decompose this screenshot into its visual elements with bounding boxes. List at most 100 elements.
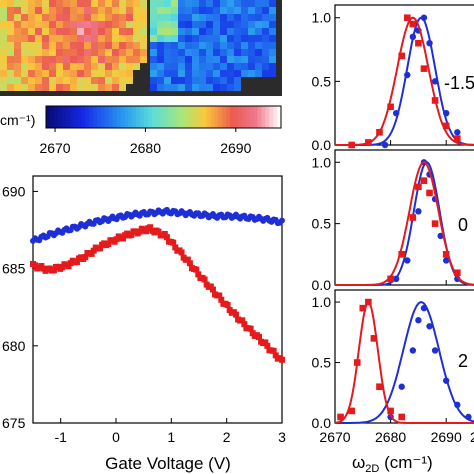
map-cell [213, 0, 220, 7]
colorbar-segment [112, 106, 118, 128]
map-cell [49, 7, 56, 14]
map-cell [42, 84, 49, 91]
map-cell [21, 28, 28, 35]
map-cell [42, 63, 49, 70]
red-data-point [65, 263, 72, 270]
map-cell [126, 70, 133, 77]
red-spectrum-point [454, 269, 461, 277]
colorbar-segment [237, 106, 243, 128]
map-cell [77, 28, 84, 35]
map-cell [28, 21, 35, 28]
map-cell [63, 56, 70, 63]
map-cell [7, 35, 14, 42]
map-cell [234, 0, 241, 7]
map-cell [0, 35, 7, 42]
map-cell [28, 49, 35, 56]
colorbar-segment [128, 106, 133, 128]
map-cell [199, 21, 206, 28]
map-cell [241, 0, 248, 7]
red-data-point [105, 240, 112, 247]
red-spectrum-point [420, 65, 428, 72]
blue-spectrum-point [443, 257, 450, 264]
map-cell [56, 21, 63, 28]
map-cell [206, 21, 213, 28]
map-cell [199, 84, 206, 91]
map-cell [164, 35, 171, 42]
map-cell [7, 63, 14, 70]
map-cell [248, 0, 255, 7]
map-cell [77, 49, 84, 56]
map-cell [199, 42, 206, 49]
main-plot-frame [32, 175, 283, 424]
map-cell [98, 28, 105, 35]
map-cell [0, 14, 7, 21]
map-cell [98, 42, 105, 49]
red-spectrum-point [370, 335, 378, 342]
map-cell [199, 0, 206, 7]
red-data-point [195, 271, 202, 278]
map-cell [7, 49, 14, 56]
map-cell [14, 84, 21, 91]
map-cell [63, 42, 70, 49]
map-cell [227, 35, 234, 42]
map-cell [70, 56, 77, 63]
map-cell [220, 0, 227, 7]
blue-spectrum-point [465, 413, 472, 421]
red-data-point [50, 267, 57, 274]
colorbar-segment [120, 106, 125, 128]
colorbar-segment [151, 106, 157, 128]
map-cell [185, 28, 192, 35]
map-cell [248, 63, 255, 70]
side-panel-label: 2 [458, 351, 468, 371]
map-cell [178, 35, 185, 42]
red-data-point [247, 325, 254, 332]
map-cell [199, 70, 206, 77]
map-cell [77, 7, 84, 14]
map-cell [164, 49, 171, 56]
map-cell [213, 7, 220, 14]
map-cell [234, 14, 241, 21]
map-cell [133, 14, 140, 21]
red-fit-curve [334, 301, 474, 424]
map-cell [0, 21, 7, 28]
map-cell [21, 56, 28, 63]
red-spectrum-point [376, 383, 383, 391]
map-cell [171, 35, 178, 42]
map-cell [98, 14, 105, 21]
map-cell [255, 14, 262, 21]
blue-spectrum-point [392, 275, 400, 283]
map-cell [49, 28, 56, 35]
map-cell [91, 7, 98, 14]
red-data-point [239, 317, 246, 324]
map-cell [70, 63, 77, 70]
map-cell [241, 49, 248, 56]
map-cell [262, 14, 269, 21]
side-y-tick-label: 0.5 [312, 355, 332, 371]
map-cell [255, 49, 262, 56]
red-spectrum-point [387, 103, 394, 111]
main-y-tick-label: 690 [2, 183, 26, 199]
map-cell [28, 70, 35, 77]
red-spectrum-point [442, 122, 450, 130]
map-cell [178, 56, 185, 63]
map-cell [84, 35, 91, 42]
map-cell [119, 28, 126, 35]
map-cell [185, 70, 192, 77]
colorbar-segment [136, 106, 141, 128]
map-cell [42, 14, 49, 21]
red-spectrum-point [365, 298, 372, 306]
red-data-point [88, 250, 95, 257]
map-cell [21, 21, 28, 28]
blue-spectrum-point [431, 347, 439, 354]
map-cell [7, 84, 14, 91]
map-cell [14, 42, 21, 49]
map-cell [63, 28, 70, 35]
red-data-point [147, 224, 154, 231]
red-data-point [193, 266, 200, 273]
map-cell [105, 84, 112, 91]
map-cell [70, 35, 77, 42]
map-cell [56, 42, 63, 49]
main-x-tick-label: 0 [112, 429, 120, 445]
map-cell [56, 49, 63, 56]
map-cell [28, 7, 35, 14]
